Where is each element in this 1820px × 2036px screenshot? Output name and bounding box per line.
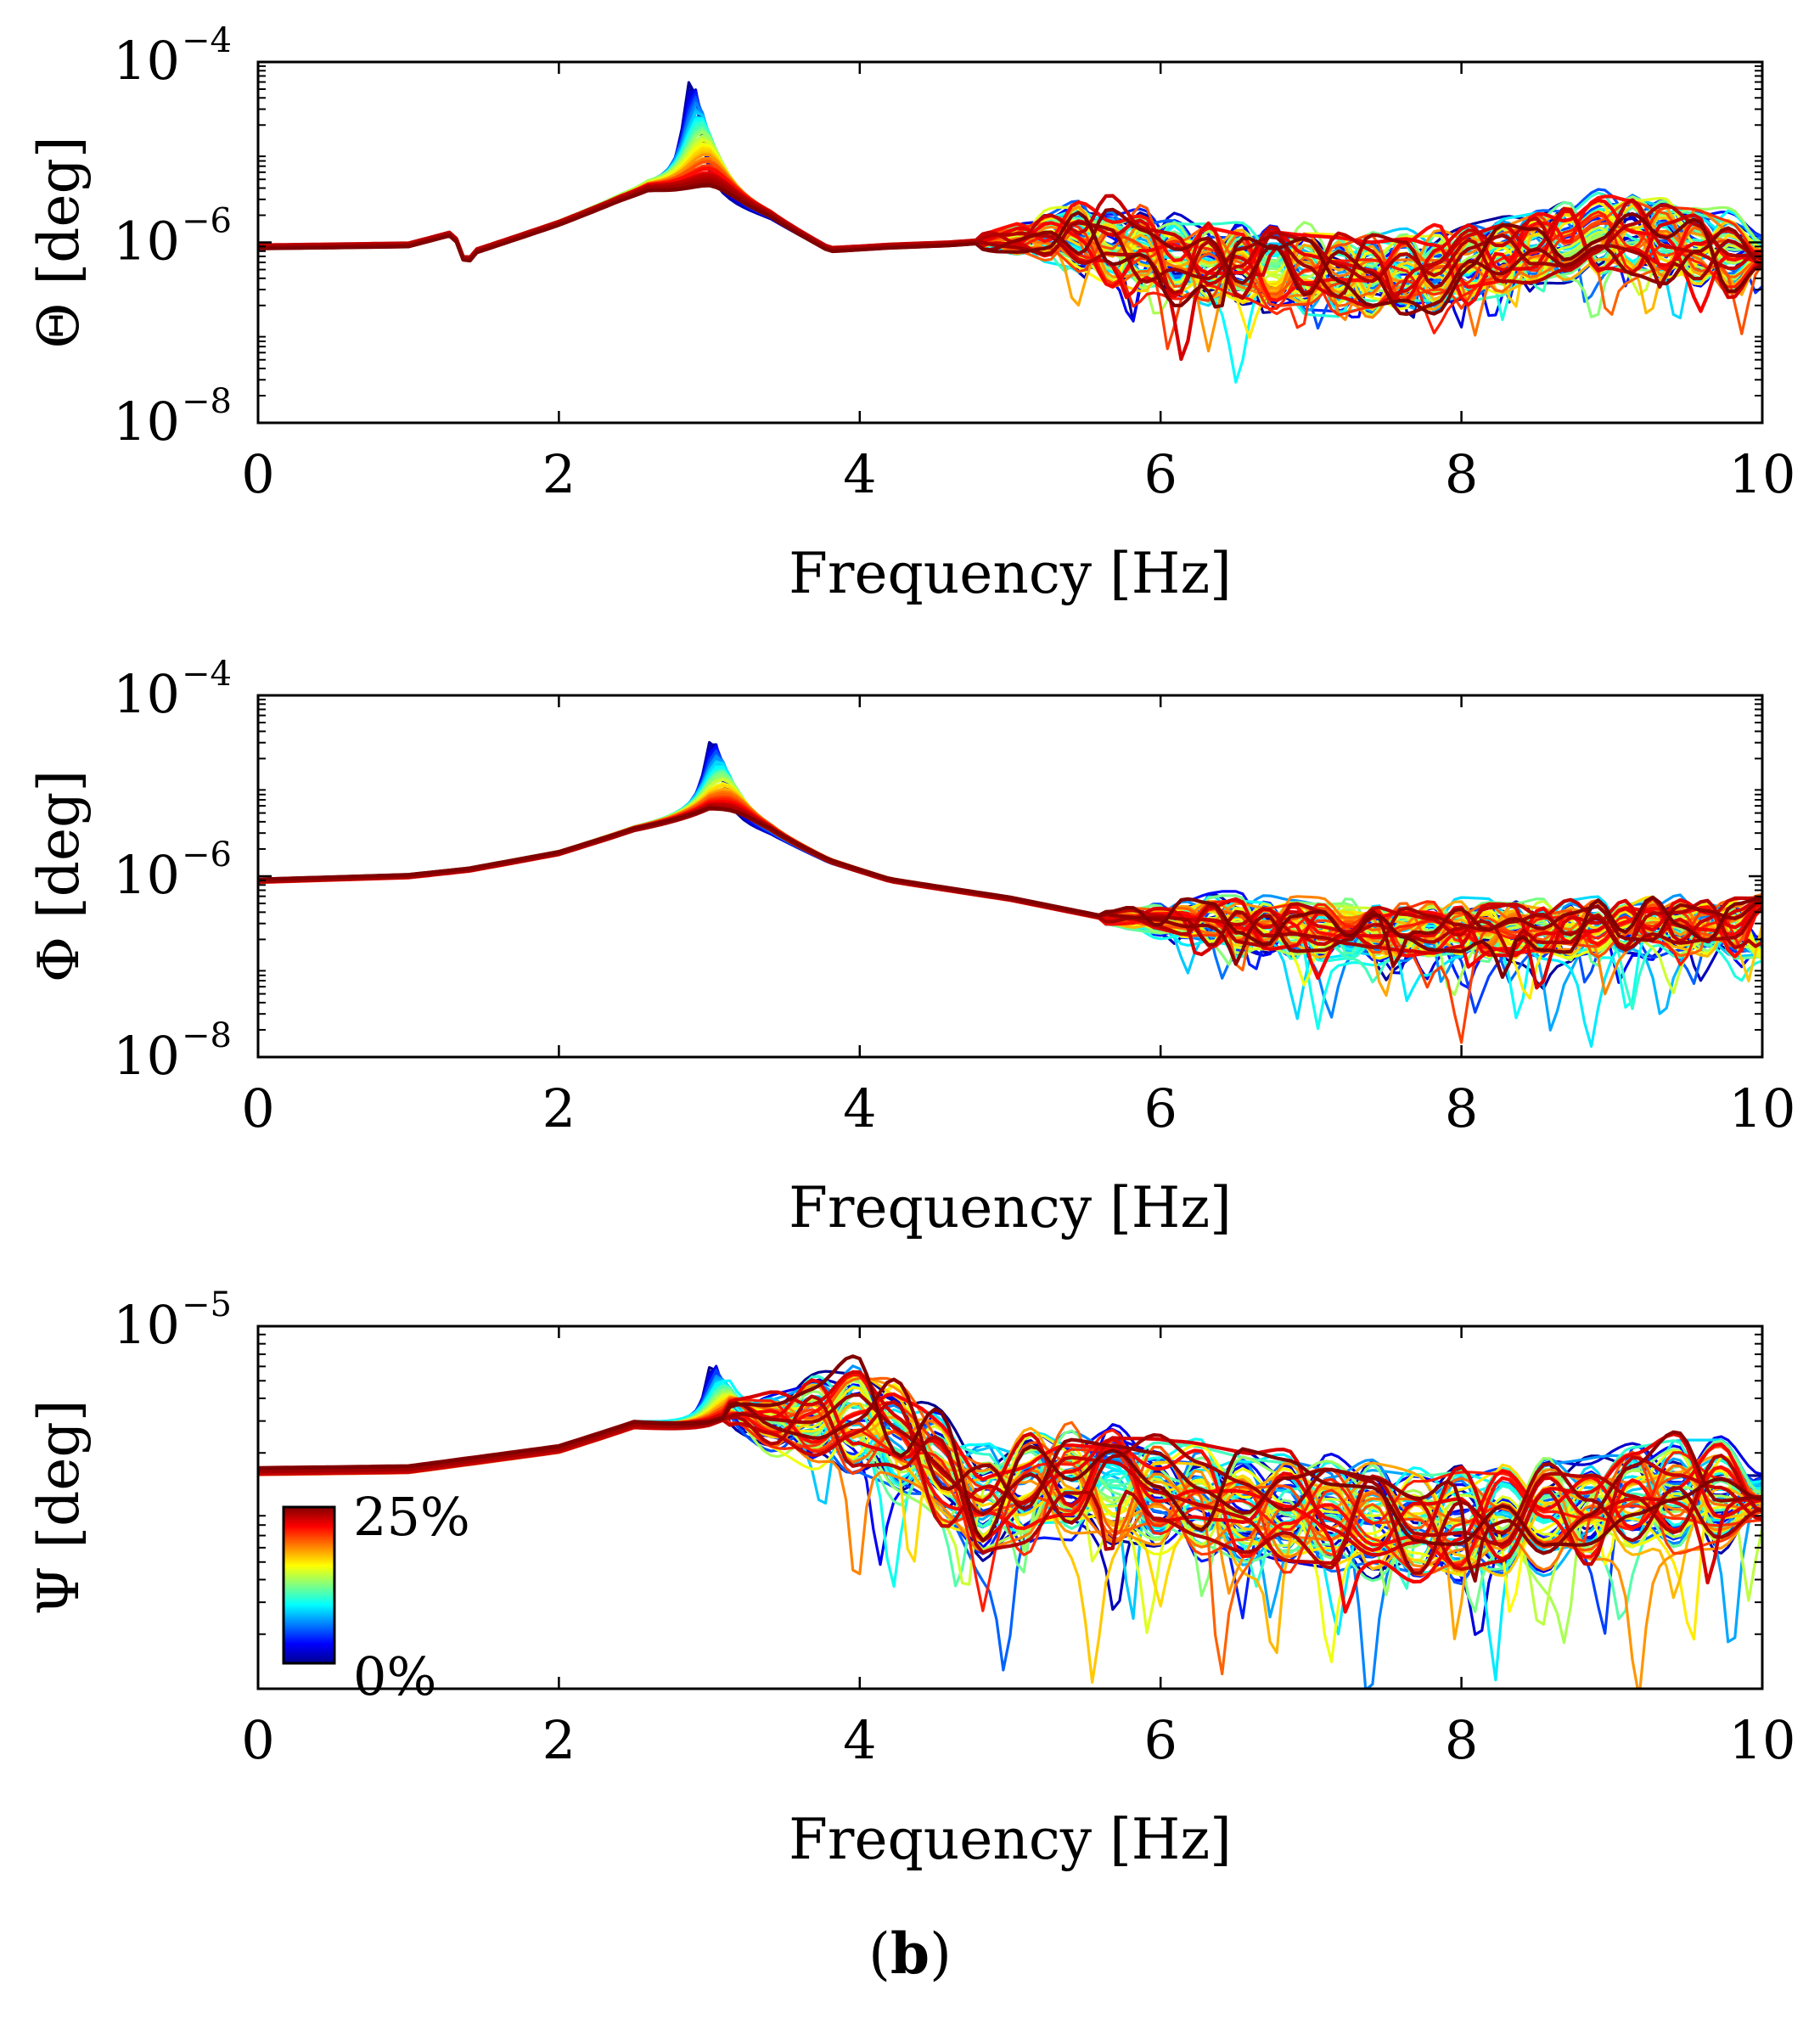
- phi-series-line: [258, 778, 1762, 995]
- caption-letter: b: [890, 1921, 930, 1987]
- phi-ytick-exponent: −4: [182, 655, 232, 694]
- psi-xtick-label: 4: [843, 1709, 876, 1771]
- theta-series-group: [258, 81, 1762, 384]
- theta-ytick-exponent: −4: [182, 21, 232, 60]
- phi-series-line: [258, 751, 1762, 1014]
- phi-xtick-label: 6: [1143, 1077, 1177, 1139]
- phi-series-line: [258, 783, 1762, 1000]
- psi-series-line: [258, 1400, 1762, 1572]
- theta-series-line: [258, 88, 1762, 329]
- psi-plot-frame: [256, 1325, 1764, 1690]
- phi-ytick-label: 10: [113, 844, 180, 906]
- psi-xtick-label: 6: [1143, 1709, 1177, 1771]
- phi-xtick-label: 10: [1729, 1077, 1796, 1139]
- phi-xtick-label: 4: [843, 1077, 876, 1139]
- theta-xtick-label: 0: [241, 443, 274, 505]
- phi-xtick-label: 0: [241, 1077, 274, 1139]
- phi-ytick-exponent: −8: [182, 1016, 232, 1055]
- phi-series-line: [258, 769, 1762, 1010]
- phi-series-group: [258, 740, 1762, 1049]
- theta-xtick-label: 6: [1143, 443, 1177, 505]
- phi-ytick-exponent: −6: [182, 835, 232, 875]
- theta-xlabel: Frequency [Hz]: [789, 541, 1232, 606]
- psi-xtick-label: 2: [542, 1709, 576, 1771]
- psi-ytick-exponent: −5: [182, 1285, 232, 1325]
- psi-series-line: [258, 1354, 1762, 1548]
- colorbar: 25% 0%: [282, 1486, 470, 1707]
- colorbar-gradient: [282, 1505, 336, 1665]
- theta-ytick-label: 10: [113, 30, 180, 92]
- psi-ylabel: Ψ [deg]: [26, 1400, 92, 1616]
- phi-series-line: [258, 759, 1762, 1015]
- phi-series-line: [258, 807, 1762, 952]
- phi-xtick-label: 2: [542, 1077, 576, 1139]
- theta-xtick-label: 8: [1445, 443, 1478, 505]
- psi-series-group: [258, 1354, 1762, 1689]
- phi-ylabel: Φ [deg]: [26, 770, 92, 982]
- caption-close-paren: ): [930, 1921, 952, 1987]
- phi-series-line: [258, 806, 1762, 979]
- phi-ytick-label: 10: [113, 663, 180, 725]
- theta-xtick-label: 2: [542, 443, 576, 505]
- phi-series-line: [258, 778, 1762, 997]
- phi-ytick-label: 10: [113, 1025, 180, 1087]
- phi-xtick-label: 8: [1445, 1077, 1478, 1139]
- figure-caption: (b): [0, 1921, 1820, 1987]
- phi-plot-frame: [256, 694, 1764, 1059]
- phi-xlabel: Frequency [Hz]: [789, 1175, 1232, 1240]
- psi-ytick-label: 10: [113, 1294, 180, 1356]
- psi-xtick-label: 8: [1445, 1709, 1478, 1771]
- psi-series-line: [258, 1392, 1762, 1575]
- phi-series-line: [258, 765, 1762, 1049]
- theta-xtick-label: 10: [1729, 443, 1796, 505]
- psi-xlabel: Frequency [Hz]: [789, 1807, 1232, 1872]
- theta-ylabel: Θ [deg]: [26, 136, 92, 348]
- phi-series-line: [258, 759, 1762, 1032]
- theta-xtick-label: 4: [843, 443, 876, 505]
- theta-series-line: [258, 101, 1762, 307]
- colorbar-min-label: 0%: [353, 1645, 436, 1707]
- theta-ytick-exponent: −6: [182, 202, 232, 241]
- theta-series-line: [258, 183, 1762, 316]
- psi-xtick-label: 10: [1729, 1709, 1796, 1771]
- theta-ytick-label: 10: [113, 391, 180, 453]
- theta-ytick-label: 10: [113, 211, 180, 273]
- psi-xtick-label: 0: [241, 1709, 274, 1771]
- caption-open-paren: (: [868, 1921, 890, 1987]
- colorbar-max-label: 25%: [353, 1486, 470, 1548]
- phi-series-line: [258, 756, 1762, 1019]
- theta-ytick-exponent: −8: [182, 382, 232, 421]
